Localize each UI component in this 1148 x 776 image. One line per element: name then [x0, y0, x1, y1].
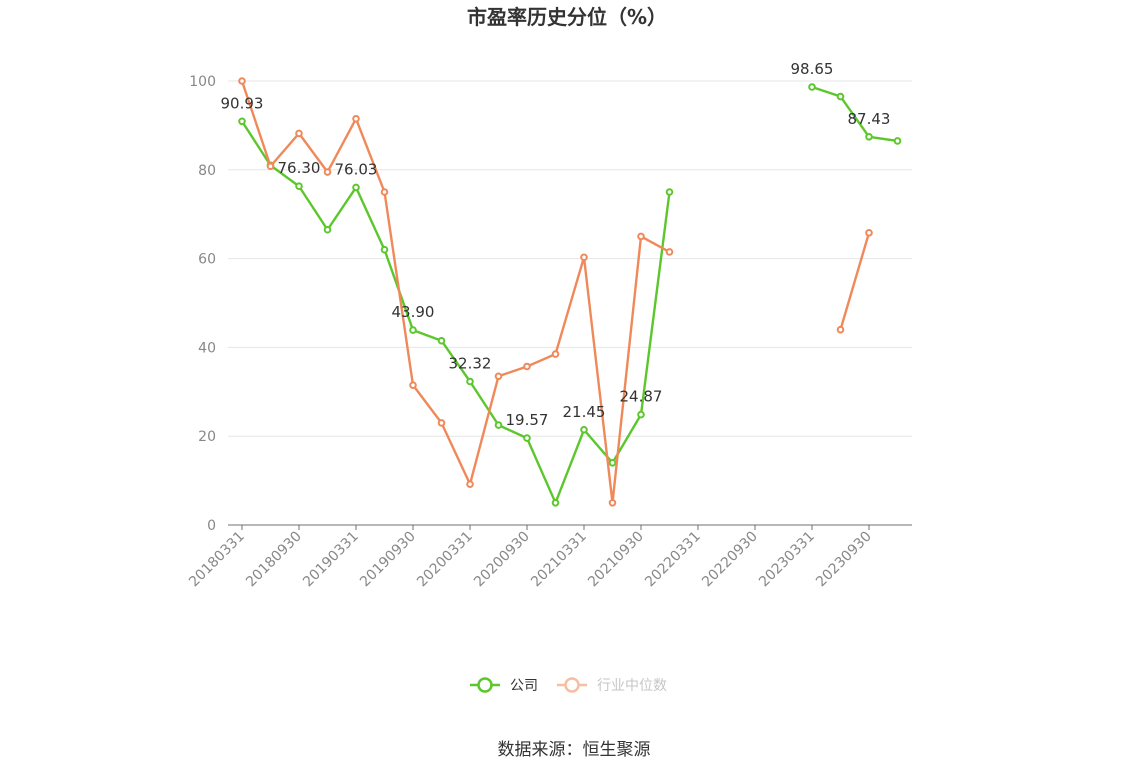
- source-note: 数据来源：恒生聚源: [498, 740, 651, 760]
- x-tick-label: 20180930: [243, 529, 305, 591]
- data-point: [893, 137, 902, 145]
- data-label: 76.03: [335, 160, 378, 178]
- data-point: [865, 133, 873, 141]
- data-point: [608, 459, 617, 467]
- data-point: [637, 232, 645, 241]
- x-tick-label: 20190930: [357, 529, 419, 591]
- x-tick-label: 20210930: [585, 529, 647, 591]
- data-label: 98.65: [791, 60, 834, 78]
- data-point: [295, 129, 303, 138]
- data-point: [352, 183, 360, 192]
- y-tick-label: 100: [189, 74, 216, 90]
- data-point: [551, 499, 560, 507]
- x-tick-label: 20200331: [414, 529, 476, 591]
- x-tick-label: 20230930: [813, 529, 875, 591]
- data-point: [551, 350, 560, 358]
- y-tick-label: 0: [207, 518, 216, 534]
- data-point: [380, 188, 389, 196]
- data-label: 76.30: [278, 159, 321, 177]
- data-label: 87.43: [848, 110, 891, 128]
- data-label: 24.87: [620, 388, 663, 406]
- x-tick-label: 20180331: [186, 529, 248, 591]
- data-labels: 90.93 76.30 76.03 43.90 32.32 19.57 21.45 24.87…: [221, 60, 891, 429]
- data-label: 90.93: [221, 94, 264, 112]
- series-line-0: [811, 85, 898, 143]
- data-point: [865, 229, 873, 237]
- data-point: [580, 425, 588, 434]
- legend-label: 公司: [510, 678, 538, 694]
- data-point: [437, 336, 446, 345]
- data-point: [466, 480, 474, 488]
- data-point: [808, 83, 816, 91]
- y-tick-label: 40: [198, 340, 216, 356]
- legend-item-0[interactable]: 公司: [470, 677, 538, 694]
- data-point: [266, 162, 275, 171]
- grid: [228, 80, 912, 437]
- series-line-1: [839, 232, 871, 330]
- data-label: 21.45: [563, 403, 606, 421]
- x-tick-label: 20230331: [756, 529, 818, 591]
- data-point: [323, 225, 332, 234]
- data-point: [409, 326, 417, 334]
- data-point: [466, 377, 474, 386]
- x-tick-label: 20210331: [528, 529, 590, 591]
- y-tick-label: 60: [198, 252, 216, 268]
- series-line-1: [240, 80, 671, 504]
- data-point: [523, 362, 531, 371]
- data-point: [437, 419, 446, 427]
- data-point: [580, 253, 588, 262]
- x-tick-label: 20220930: [699, 529, 761, 591]
- data-point: [665, 188, 674, 196]
- data-point: [238, 77, 246, 85]
- legend-marker: [564, 677, 580, 693]
- legend-label: 行业中位数: [597, 678, 667, 694]
- series-layer: [238, 77, 902, 507]
- data-label: 43.90: [392, 303, 435, 321]
- series-line-0: [240, 120, 671, 504]
- data-point: [608, 499, 617, 507]
- data-point: [523, 434, 531, 442]
- data-point: [352, 114, 360, 123]
- axes: 0 20 40 60 80 100 2018033120180930201903312019…: [186, 74, 912, 590]
- legend-marker: [477, 677, 493, 693]
- data-point: [836, 92, 845, 101]
- data-point: [380, 245, 389, 254]
- legend: 公司 行业中位数: [470, 677, 667, 694]
- data-point: [295, 182, 303, 191]
- data-point: [238, 117, 246, 126]
- y-tick-label: 20: [198, 429, 216, 445]
- x-tick-label: 20200930: [471, 529, 533, 591]
- data-point: [323, 168, 332, 176]
- data-point: [494, 421, 503, 429]
- data-label: 32.32: [449, 354, 492, 372]
- y-tick-label: 80: [198, 163, 216, 179]
- chart-title: 市盈率历史分位（%）: [467, 5, 667, 29]
- data-point: [494, 372, 503, 381]
- data-point: [665, 248, 674, 256]
- x-tick-label: 20220331: [642, 529, 704, 591]
- data-point: [637, 410, 645, 419]
- data-point: [836, 325, 845, 334]
- data-point: [409, 381, 417, 389]
- x-tick-label: 20190331: [300, 529, 362, 591]
- data-label: 19.57: [506, 411, 549, 429]
- legend-item-1[interactable]: 行业中位数: [557, 677, 667, 694]
